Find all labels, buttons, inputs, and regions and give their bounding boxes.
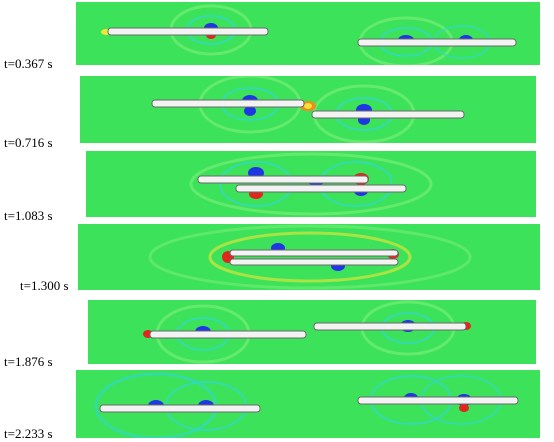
pressure-contour-5 <box>88 300 536 364</box>
contour-frame-1 <box>76 2 540 65</box>
time-label-2: t=0.716 s <box>4 135 53 150</box>
time-label-6: t=2.233 s <box>4 426 53 441</box>
contour-frame-3 <box>86 151 536 217</box>
pressure-contour-1 <box>76 2 540 65</box>
contour-frame-2 <box>80 76 536 143</box>
contour-frame-4 <box>78 224 540 290</box>
time-label-3: t=1.083 s <box>4 208 53 223</box>
pressure-contour-6 <box>76 370 540 438</box>
pressure-contour-4 <box>78 224 540 290</box>
contour-frame-5 <box>88 300 536 364</box>
time-label-4: t=1.300 s <box>20 278 69 293</box>
time-label-1: t=0.367 s <box>4 56 53 71</box>
pressure-contour-3 <box>86 151 536 217</box>
time-label-5: t=1.876 s <box>4 354 53 369</box>
contour-frame-6 <box>76 370 540 438</box>
pressure-contour-2 <box>80 76 536 143</box>
